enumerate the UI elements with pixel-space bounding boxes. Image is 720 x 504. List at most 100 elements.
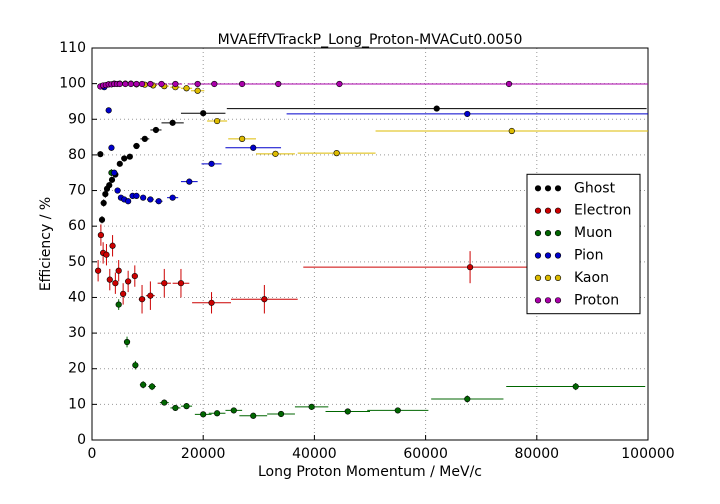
x-tick-label: 40000 — [292, 446, 337, 462]
y-tick-label: 70 — [68, 183, 86, 199]
data-point — [275, 80, 282, 88]
data-point — [121, 155, 128, 162]
data-point — [161, 399, 168, 406]
legend-marker — [544, 252, 552, 259]
y-tick-label: 60 — [68, 218, 86, 234]
x-tick-label: 100000 — [621, 446, 674, 462]
data-point — [106, 276, 113, 283]
legend-label: Kaon — [574, 270, 609, 286]
legend-marker — [534, 230, 542, 237]
data-point — [114, 187, 121, 194]
data-point — [125, 278, 132, 285]
data-point — [158, 80, 165, 88]
data-point — [147, 80, 154, 88]
legend-marker — [544, 297, 552, 304]
y-axis-label: Efficiency / % — [38, 197, 54, 291]
data-point — [108, 144, 115, 151]
data-point — [116, 80, 123, 88]
x-tick-label: 60000 — [403, 446, 448, 462]
data-point — [230, 407, 237, 414]
data-point — [200, 110, 207, 117]
data-point — [272, 150, 279, 157]
data-point — [183, 403, 190, 410]
x-tick-label: 0 — [88, 446, 97, 462]
plot-frame — [91, 47, 649, 441]
data-point — [169, 194, 176, 201]
data-point — [505, 80, 513, 88]
data-point — [250, 144, 257, 151]
data-point — [98, 216, 106, 223]
legend-marker — [554, 207, 562, 214]
data-point — [308, 403, 315, 410]
data-point — [183, 85, 190, 92]
data-point — [464, 395, 471, 403]
legend-marker — [534, 207, 542, 214]
data-point — [122, 80, 129, 88]
data-point — [394, 407, 401, 414]
y-tick-label: 90 — [68, 111, 86, 127]
data-point — [200, 411, 207, 418]
data-point — [109, 242, 116, 249]
y-tick-label: 80 — [68, 147, 86, 163]
legend-marker — [554, 274, 562, 282]
data-point — [169, 119, 176, 126]
data-point — [116, 160, 123, 167]
data-point — [123, 338, 131, 346]
y-tick-label: 0 — [77, 432, 86, 448]
data-point — [147, 196, 154, 203]
data-point — [177, 280, 185, 287]
y-tick-label: 30 — [68, 325, 86, 341]
data-point — [131, 272, 138, 280]
data-point — [97, 151, 104, 158]
y-tick-label: 20 — [68, 361, 86, 377]
data-point — [208, 299, 215, 306]
legend-marker — [554, 185, 562, 192]
x-axis-label: Long Proton Momentum / MeV/c — [258, 464, 482, 480]
data-point — [214, 117, 221, 125]
data-point — [127, 80, 135, 88]
legend-label: Ghost — [574, 180, 616, 196]
data-point — [120, 290, 127, 297]
data-point — [115, 301, 122, 308]
data-point — [100, 199, 107, 207]
data-point — [572, 383, 579, 390]
y-tick-label: 40 — [68, 289, 86, 305]
y-tick-label: 50 — [68, 254, 86, 270]
data-point — [277, 410, 285, 418]
legend-marker — [544, 230, 552, 237]
x-tick-label: 80000 — [515, 446, 560, 462]
legend-marker — [554, 252, 562, 259]
y-tick-label: 100 — [59, 76, 86, 92]
data-point — [344, 408, 351, 415]
legend-label: Pion — [574, 248, 603, 264]
data-point — [133, 80, 140, 88]
data-point — [133, 192, 140, 199]
data-point — [155, 198, 162, 205]
data-point — [214, 410, 221, 417]
data-point — [95, 267, 102, 274]
data-point — [132, 362, 139, 369]
legend-marker — [534, 274, 542, 282]
data-point — [508, 127, 515, 135]
data-point — [138, 80, 146, 88]
data-point — [115, 267, 122, 274]
data-point — [336, 80, 343, 88]
y-tick-label: 10 — [68, 396, 86, 412]
data-point — [97, 231, 104, 239]
data-point — [194, 80, 201, 88]
data-point — [126, 153, 133, 160]
data-point — [194, 87, 201, 94]
y-tick-label: 110 — [59, 40, 86, 56]
legend-label: Proton — [574, 292, 619, 308]
data-point — [172, 404, 179, 412]
data-point — [140, 381, 147, 388]
x-tick-label: 20000 — [181, 446, 226, 462]
data-point — [172, 80, 179, 88]
legend-marker — [554, 297, 562, 304]
legend-marker — [544, 207, 552, 214]
data-point — [102, 191, 109, 198]
legend-box — [526, 173, 641, 315]
data-point — [152, 126, 160, 134]
data-point — [133, 142, 140, 150]
legend-label: Muon — [574, 225, 612, 241]
